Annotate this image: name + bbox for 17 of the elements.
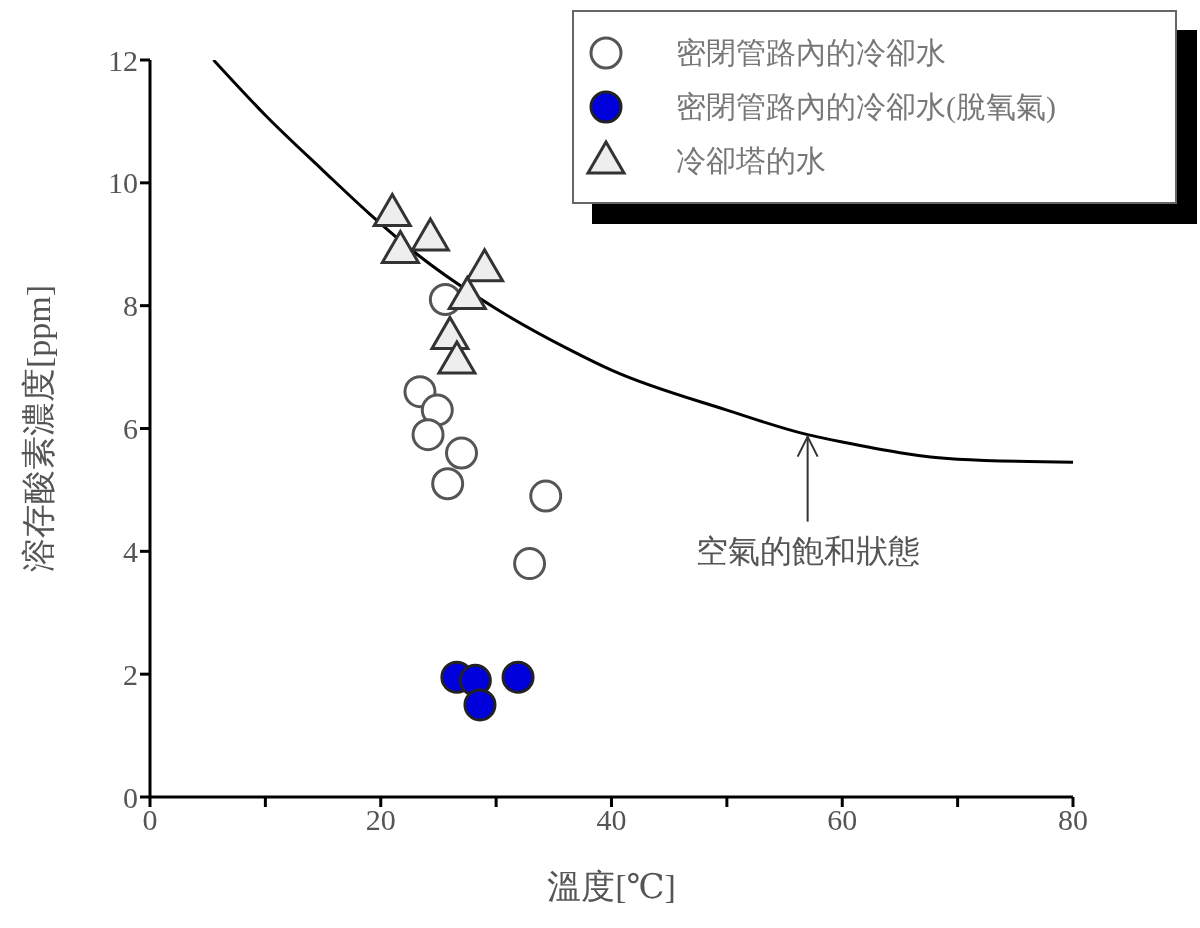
annotation: 空氣的飽和狀態 [695, 532, 920, 569]
legend-label: 冷卻塔的水 [676, 142, 826, 179]
x-axis-title: 溫度[℃] [547, 868, 676, 905]
y-tick-label: 2 [123, 657, 138, 691]
x-tick-label: 80 [1058, 803, 1088, 837]
legend-label: 密閉管路內的冷卻水 [676, 34, 946, 71]
y-tick-label: 4 [123, 534, 138, 568]
x-tick-label: 40 [596, 803, 627, 837]
y-tick-label: 6 [123, 412, 138, 446]
x-tick-label: 60 [827, 803, 858, 837]
y-axis-title: 溶存酸素濃度[ppm] [20, 284, 58, 573]
y-tick-label: 8 [123, 289, 138, 323]
y-tick-label: 0 [123, 780, 138, 814]
legend-label: 密閉管路內的冷卻水(脫氧氣) [676, 88, 1056, 125]
x-tick-label: 20 [365, 803, 396, 837]
y-tick-label: 12 [108, 43, 138, 77]
y-tick-label: 10 [108, 166, 138, 200]
